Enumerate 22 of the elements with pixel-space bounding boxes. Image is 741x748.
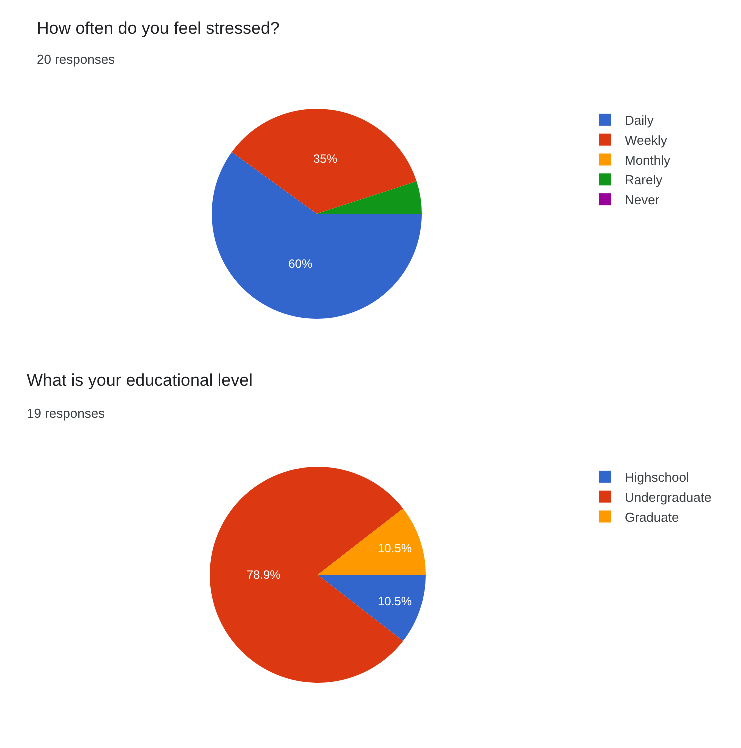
legend-label: Rarely [625, 172, 664, 188]
text: 19 responses [27, 406, 106, 421]
chart-title: What is your educational level [27, 371, 253, 390]
pie-slice [318, 508, 426, 575]
chart-title: How often do you feel stressed? [37, 19, 280, 38]
pie-slice [212, 152, 422, 319]
pie-slice [317, 182, 422, 214]
legend-label: Daily [625, 113, 654, 128]
pie-slice [232, 109, 417, 214]
data-label: 78.9% [246, 568, 282, 582]
legend-label: Graduate [625, 510, 680, 525]
data-label: 35% [314, 152, 338, 166]
legend-label: Never [625, 192, 660, 208]
legend-label: Undergraduate [625, 490, 712, 505]
data-label: 10.5% [378, 542, 412, 556]
legend-label: Highschool [625, 470, 690, 486]
data-label: 60% [288, 256, 313, 271]
text: 20 responses [37, 52, 116, 67]
pie-slice [318, 575, 426, 642]
legend-label: Monthly [625, 152, 672, 168]
legend-label: Weekly [625, 132, 668, 148]
data-label: 10.5% [378, 594, 412, 608]
